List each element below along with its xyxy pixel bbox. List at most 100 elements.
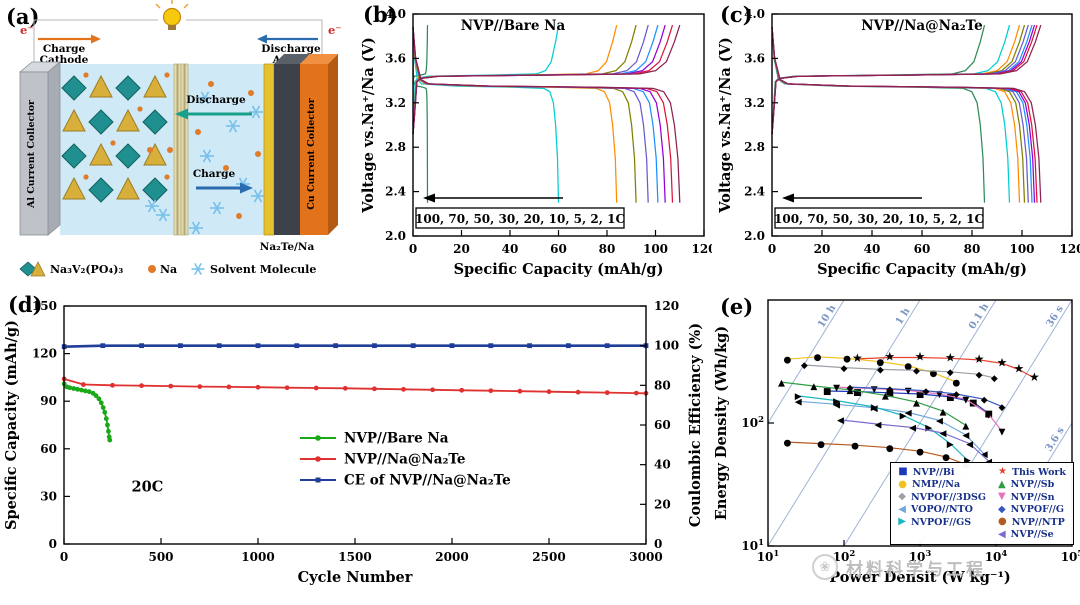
svg-text:▶: ▶ xyxy=(871,403,878,413)
svg-text:120: 120 xyxy=(32,347,57,361)
panel-c: (c) 0 20 40 60 80 100 120 2.0 2.4 2.8 3.2 3.6 4.0 Spe… xyxy=(712,0,1080,290)
svg-text:40: 40 xyxy=(502,242,519,256)
svg-text:▼: ▼ xyxy=(871,385,878,395)
svg-text:120: 120 xyxy=(654,299,679,313)
inner-charge-arrowhead-icon xyxy=(240,182,253,194)
chart-title: NVP//Na@Na₂Te xyxy=(861,18,983,34)
svg-text:0: 0 xyxy=(49,537,57,551)
y-axis-label: Voltage vs.Na⁺/Na (V) xyxy=(717,37,734,214)
svg-text:2.0: 2.0 xyxy=(385,229,406,243)
legend-marker-icon: ◆ xyxy=(898,491,906,502)
svg-text:◆: ◆ xyxy=(991,374,998,384)
svg-text:●: ● xyxy=(886,444,894,454)
cu-slab-side xyxy=(328,54,338,235)
svg-text:●: ● xyxy=(942,453,950,463)
svg-text:◀: ◀ xyxy=(833,401,840,411)
svg-text:80: 80 xyxy=(599,242,616,256)
svg-text:◆: ◆ xyxy=(947,368,954,378)
svg-text:80: 80 xyxy=(654,378,671,392)
svg-text:120: 120 xyxy=(691,242,712,256)
svg-text:▶: ▶ xyxy=(947,440,954,450)
svg-text:2.8: 2.8 xyxy=(744,140,765,154)
svg-text:■: ■ xyxy=(916,390,925,400)
discharge-arrowhead-icon xyxy=(257,34,267,44)
svg-text:▲: ▲ xyxy=(847,386,854,396)
panel-d: (d) 0 500 1000 1500 2000 2500 3000 0 30 60 90 120 15… xyxy=(0,290,712,605)
panel-label-e: (e) xyxy=(720,294,754,319)
legend-marker-icon: ▲ xyxy=(997,478,1006,490)
svg-text:▼: ▼ xyxy=(905,387,912,397)
svg-text:◆: ◆ xyxy=(913,367,920,377)
svg-text:◆: ◆ xyxy=(801,361,808,371)
svg-text:2.0: 2.0 xyxy=(744,229,765,243)
electron-label-left: e⁻ xyxy=(20,23,33,37)
legend-item: ▶ NVPOF//GS xyxy=(898,516,972,528)
legend-marker-icon: ● xyxy=(997,516,1007,527)
svg-text:◆: ◆ xyxy=(841,364,848,374)
legend-item: ● NMP//Na xyxy=(898,478,961,490)
cu-slab-top xyxy=(300,54,338,64)
svg-text:●: ● xyxy=(876,358,884,368)
legend-item: ◀ NVP//Se xyxy=(997,528,1054,540)
svg-text:3.6: 3.6 xyxy=(744,51,765,65)
y-axis-left-label: Specific Capacity (mAh/g) xyxy=(3,320,20,530)
al-collector-label: Al Current Collector xyxy=(26,99,37,209)
svg-text:◀: ◀ xyxy=(936,417,943,427)
wire-left xyxy=(33,19,158,64)
legend-item: ◀ VOPO//NTO xyxy=(898,503,973,515)
wire-right xyxy=(186,19,323,64)
x-axis-label: Power Densit (W kg⁻¹) xyxy=(829,569,1011,586)
legend-marker-icon: ● xyxy=(898,478,908,490)
na-metal-slab xyxy=(274,64,300,235)
legend-item: ◆ NVPOF//G xyxy=(997,503,1064,515)
svg-text:●: ● xyxy=(783,438,791,448)
legend-label: CE of NVP//Na@Na₂Te xyxy=(344,473,511,489)
svg-text:★: ★ xyxy=(915,350,926,364)
svg-text:▲: ▲ xyxy=(962,421,969,431)
svg-text:◀: ◀ xyxy=(905,409,912,419)
svg-text:★: ★ xyxy=(852,351,863,365)
svg-text:●: ● xyxy=(904,362,912,372)
time-line-label: 10 h xyxy=(816,303,839,330)
legend-marker-icon: ◀ xyxy=(898,503,906,515)
svg-text:◀: ◀ xyxy=(939,429,946,439)
svg-text:◆: ◆ xyxy=(847,383,854,393)
time-line-label: 3.6 s xyxy=(1044,425,1067,454)
chart-title: NVP//Bare Na xyxy=(461,18,566,34)
svg-text:2.8: 2.8 xyxy=(385,140,406,154)
svg-text:0: 0 xyxy=(60,550,68,564)
svg-text:150: 150 xyxy=(32,299,57,313)
cu-collector-label: Cu Current Collector xyxy=(306,97,317,210)
svg-text:▼: ▼ xyxy=(985,410,992,420)
panel-b: (b) 0 20 40 60 80 100 120 2.0 2.4 2.8 3.2 3.6 4.0 Spe… xyxy=(355,0,717,290)
legend-solvent-label: Solvent Molecule xyxy=(210,263,316,276)
svg-text:●: ● xyxy=(952,378,960,388)
legend-item: ▲ NVP//Sb xyxy=(997,478,1055,490)
svg-text:60: 60 xyxy=(40,442,57,456)
svg-text:60: 60 xyxy=(550,242,567,256)
svg-text:▼: ▼ xyxy=(936,390,943,400)
nvp-crystal-structure xyxy=(61,72,170,203)
svg-text:0: 0 xyxy=(654,537,662,551)
svg-text:3.2: 3.2 xyxy=(385,96,406,110)
svg-text:3.2: 3.2 xyxy=(744,96,765,110)
x-axis-label: Specific Capacity (mAh/g) xyxy=(454,261,664,278)
chart-nvp-na2te: 0 20 40 60 80 100 120 2.0 2.4 2.8 3.2 3.6 4.0 Specifi… xyxy=(712,0,1080,294)
bulb-icon xyxy=(155,0,189,30)
legend-marker-icon: ▼ xyxy=(997,491,1006,502)
svg-text:▲: ▲ xyxy=(882,392,889,402)
svg-text:40: 40 xyxy=(864,242,881,256)
rate-label: 100, 70, 50, 30, 20, 10, 5, 2, 1C xyxy=(774,212,984,226)
al-current-collector xyxy=(19,71,49,236)
al-slab-side xyxy=(47,61,61,236)
svg-text:20: 20 xyxy=(453,242,470,256)
svg-text:80: 80 xyxy=(964,242,981,256)
svg-text:2500: 2500 xyxy=(532,550,565,564)
x-axis-label: Specific Capacity (mAh/g) xyxy=(817,261,1027,278)
panel-label-b: (b) xyxy=(363,2,398,27)
svg-text:102: 102 xyxy=(741,415,764,430)
svg-text:▼: ▼ xyxy=(999,427,1006,437)
svg-text:◆: ◆ xyxy=(886,385,893,395)
svg-text:★: ★ xyxy=(1029,370,1040,384)
